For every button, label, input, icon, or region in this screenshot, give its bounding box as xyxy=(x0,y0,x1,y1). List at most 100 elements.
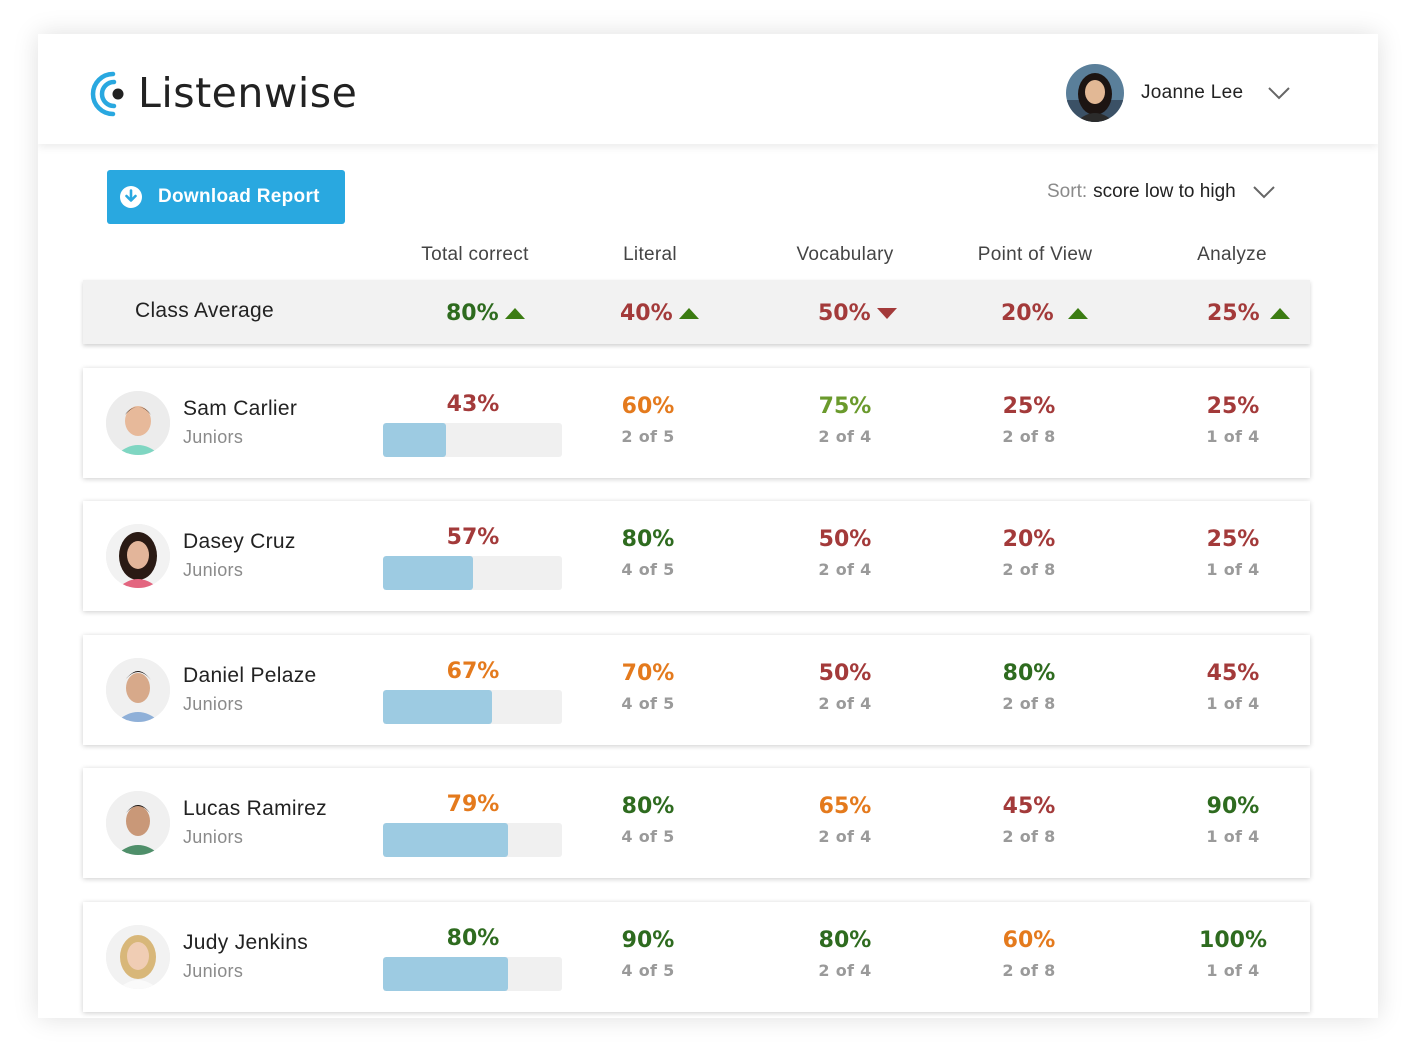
score-percent: 70% xyxy=(621,661,675,686)
literal-score: 60% 2 of 5 xyxy=(578,394,718,446)
trend-up-icon xyxy=(504,307,525,319)
total-correct-bar xyxy=(383,690,562,724)
total-correct-bar xyxy=(383,957,562,991)
vocabulary-score: 65% 2 of 4 xyxy=(775,794,915,846)
sort-label: Sort: xyxy=(1047,181,1088,202)
score-fraction: 2 of 4 xyxy=(818,560,872,579)
student-name[interactable]: Dasey Cruz xyxy=(183,530,296,553)
total-correct-value: 79% xyxy=(446,792,500,817)
total-correct-bar-fill xyxy=(383,423,446,457)
avg-value: 50% xyxy=(818,300,871,326)
score-fraction: 2 of 4 xyxy=(818,827,872,846)
point-of-view-score: 60% 2 of 8 xyxy=(959,928,1099,980)
point-of-view-score: 45% 2 of 8 xyxy=(959,794,1099,846)
student-name[interactable]: Judy Jenkins xyxy=(183,931,308,954)
user-photo-icon xyxy=(1066,64,1124,122)
avg-point-of-view: 20% xyxy=(1001,299,1088,327)
avg-value: 25% xyxy=(1207,300,1260,326)
score-fraction: 2 of 8 xyxy=(1002,961,1056,980)
download-icon xyxy=(120,186,142,208)
score-percent: 65% xyxy=(818,794,872,819)
score-fraction: 2 of 4 xyxy=(818,427,872,446)
student-group: Juniors xyxy=(183,560,244,580)
student-avatar xyxy=(106,658,170,722)
point-of-view-score: 80% 2 of 8 xyxy=(959,661,1099,713)
column-header-vocabulary[interactable]: Vocabulary xyxy=(796,244,894,265)
score-fraction: 2 of 8 xyxy=(1002,694,1056,713)
score-percent: 60% xyxy=(621,394,675,419)
score-percent: 25% xyxy=(1002,394,1056,419)
student-photo-icon xyxy=(106,658,170,722)
column-header-analyze[interactable]: Analyze xyxy=(1197,244,1267,265)
student-row[interactable]: Sam Carlier Juniors 43% 60% 2 of 5 75% 2 o… xyxy=(83,368,1310,478)
avg-value: 20% xyxy=(1001,300,1054,326)
score-percent: 80% xyxy=(1002,661,1056,686)
literal-score: 90% 4 of 5 xyxy=(578,928,718,980)
chevron-down-icon[interactable] xyxy=(1267,86,1291,100)
student-row[interactable]: Daniel Pelaze Juniors 67% 70% 4 of 5 50% 2… xyxy=(83,635,1310,745)
chevron-down-icon xyxy=(1252,186,1275,199)
literal-score: 80% 4 of 5 xyxy=(578,527,718,579)
student-photo-icon xyxy=(106,925,170,989)
user-menu[interactable]: Joanne Lee xyxy=(1066,64,1291,122)
score-percent: 100% xyxy=(1199,928,1267,953)
student-group: Juniors xyxy=(183,427,244,447)
student-photo-icon xyxy=(106,391,170,455)
student-avatar xyxy=(106,791,170,855)
student-name[interactable]: Sam Carlier xyxy=(183,397,298,420)
analyze-score: 25% 1 of 4 xyxy=(1163,394,1303,446)
student-row[interactable]: Dasey Cruz Juniors 57% 80% 4 of 5 50% 2 of… xyxy=(83,501,1310,611)
student-row[interactable]: Judy Jenkins Juniors 80% 90% 4 of 5 80% 2 … xyxy=(83,902,1310,1012)
score-percent: 90% xyxy=(621,928,675,953)
score-percent: 60% xyxy=(1002,928,1056,953)
vocabulary-score: 80% 2 of 4 xyxy=(775,928,915,980)
sort-dropdown[interactable]: Sort: score low to high xyxy=(1047,178,1276,206)
student-group: Juniors xyxy=(183,694,244,714)
student-name[interactable]: Daniel Pelaze xyxy=(183,664,317,687)
total-correct-bar xyxy=(383,556,562,590)
avg-literal: 40% xyxy=(620,299,699,327)
user-name: Joanne Lee xyxy=(1141,82,1244,103)
download-report-button[interactable]: Download Report xyxy=(107,170,345,224)
student-row[interactable]: Lucas Ramirez Juniors 79% 80% 4 of 5 65% 2… xyxy=(83,768,1310,878)
score-percent: 80% xyxy=(621,527,675,552)
total-correct-value: 57% xyxy=(446,525,500,550)
student-group: Juniors xyxy=(183,961,244,981)
score-fraction: 2 of 5 xyxy=(621,427,675,446)
vocabulary-score: 50% 2 of 4 xyxy=(775,527,915,579)
vocabulary-score: 75% 2 of 4 xyxy=(775,394,915,446)
score-percent: 90% xyxy=(1206,794,1260,819)
class-average-row: Class Average 80% 40% 50% 20% 25% xyxy=(83,280,1310,344)
column-header-point-of-view[interactable]: Point of View xyxy=(977,244,1093,265)
student-avatar xyxy=(106,391,170,455)
score-fraction: 4 of 5 xyxy=(621,827,675,846)
score-fraction: 1 of 4 xyxy=(1206,427,1260,446)
class-average-label: Class Average xyxy=(135,299,274,322)
literal-score: 70% 4 of 5 xyxy=(578,661,718,713)
score-fraction: 2 of 8 xyxy=(1002,427,1056,446)
sort-value: score low to high xyxy=(1093,181,1236,202)
point-of-view-score: 25% 2 of 8 xyxy=(959,394,1099,446)
analyze-score: 45% 1 of 4 xyxy=(1163,661,1303,713)
student-photo-icon xyxy=(106,791,170,855)
score-percent: 50% xyxy=(818,527,872,552)
brand-logo[interactable]: Listenwise xyxy=(86,60,357,126)
score-percent: 45% xyxy=(1002,794,1056,819)
trend-up-icon xyxy=(1269,307,1290,319)
analyze-score: 25% 1 of 4 xyxy=(1163,527,1303,579)
student-name[interactable]: Lucas Ramirez xyxy=(183,797,327,820)
score-fraction: 2 of 4 xyxy=(818,694,872,713)
avg-value: 80% xyxy=(446,300,499,326)
trend-up-icon xyxy=(678,307,699,319)
column-header-literal[interactable]: Literal xyxy=(623,244,677,265)
avg-vocabulary: 50% xyxy=(818,299,897,327)
score-percent: 25% xyxy=(1206,394,1260,419)
analyze-score: 90% 1 of 4 xyxy=(1163,794,1303,846)
avg-total-correct: 80% xyxy=(446,299,525,327)
score-fraction: 1 of 4 xyxy=(1206,961,1260,980)
column-header-total-correct[interactable]: Total correct xyxy=(421,244,529,265)
score-percent: 80% xyxy=(818,928,872,953)
score-fraction: 2 of 8 xyxy=(1002,560,1056,579)
score-percent: 75% xyxy=(818,394,872,419)
user-avatar[interactable] xyxy=(1066,64,1124,122)
